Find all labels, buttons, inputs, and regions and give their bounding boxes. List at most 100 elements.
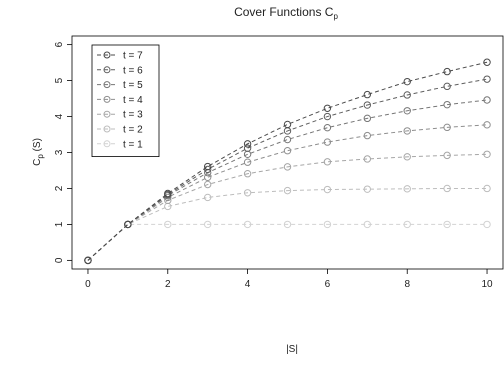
data-point (443, 82, 451, 91)
data-point (323, 104, 332, 112)
legend-label: t = 3 (123, 110, 143, 121)
data-point (283, 147, 292, 155)
legend-label: t = 1 (123, 139, 143, 150)
data-point (483, 96, 491, 104)
legend-marker (103, 110, 111, 118)
data-point (283, 135, 292, 144)
y-tick-label: 1 (54, 221, 65, 227)
data-point (164, 220, 172, 229)
data-point (323, 112, 332, 121)
data-point (283, 163, 292, 171)
x-tick-label: 8 (404, 279, 410, 290)
x-tick-label: 0 (85, 279, 91, 290)
series-layer (84, 58, 491, 265)
data-point (243, 189, 252, 197)
data-point (443, 220, 451, 229)
data-point (203, 220, 212, 229)
data-point (243, 140, 252, 148)
y-tick-label: 5 (54, 77, 65, 83)
data-point (243, 144, 252, 152)
legend-entry: t = 2 (97, 125, 143, 136)
data-point (243, 158, 252, 166)
series-t-1 (84, 220, 491, 265)
data-point (363, 131, 372, 140)
data-point (283, 220, 292, 229)
y-tick-label: 0 (54, 257, 65, 263)
legend-marker (103, 51, 111, 59)
y-tick-label: 6 (54, 41, 65, 47)
legend-marker (103, 125, 111, 133)
data-point (323, 185, 332, 194)
data-point (443, 184, 451, 193)
x-tick-label: 6 (325, 279, 331, 290)
y-tick-label: 4 (54, 113, 65, 119)
data-point (203, 180, 212, 189)
legend-label: t = 5 (123, 80, 143, 91)
data-point (363, 155, 372, 163)
legend-entry: t = 1 (97, 139, 143, 150)
data-point (323, 158, 332, 166)
legend-label: t = 7 (123, 51, 143, 62)
legend-label: t = 2 (123, 125, 143, 136)
data-point (363, 114, 372, 123)
data-point (483, 150, 491, 158)
series-line (87, 153, 488, 261)
y-axis-label: Cp (S) (32, 138, 45, 166)
data-point (124, 220, 132, 229)
data-point (363, 101, 372, 109)
data-point (403, 220, 411, 229)
legend-label: t = 6 (123, 65, 143, 76)
legend-entry: t = 4 (97, 95, 143, 106)
data-point (363, 90, 372, 99)
x-axis-label: |S| (286, 344, 298, 355)
chart-title: Cover Functions Cp (234, 5, 338, 21)
legend-marker (103, 66, 111, 74)
legend-marker (103, 81, 111, 89)
series-line (87, 61, 488, 261)
data-point (483, 121, 491, 129)
data-point (243, 170, 252, 178)
data-point (443, 67, 451, 76)
x-tick-label: 10 (481, 279, 493, 290)
data-point (443, 151, 451, 160)
series-t-7 (84, 58, 491, 265)
x-tick-label: 2 (165, 279, 171, 290)
series-line (87, 187, 488, 261)
data-point (403, 127, 411, 135)
data-point (323, 220, 332, 229)
data-point (363, 185, 372, 193)
legend-entry: t = 3 (97, 110, 143, 121)
legend-entry: t = 7 (97, 51, 143, 62)
data-point (483, 75, 491, 83)
data-point (243, 220, 252, 229)
legend-marker (103, 95, 111, 103)
data-point (283, 120, 292, 129)
data-point (403, 77, 411, 86)
data-point (283, 186, 292, 195)
data-point (84, 256, 92, 265)
y-tick-label: 2 (54, 185, 65, 191)
legend-entry: t = 5 (97, 80, 143, 91)
x-tick-label: 4 (245, 279, 251, 290)
legend-marker (103, 140, 111, 148)
series-line (87, 124, 488, 261)
data-point (203, 162, 212, 171)
data-point (203, 193, 212, 202)
series-t-3 (84, 150, 491, 265)
data-point (323, 138, 332, 146)
series-line (87, 223, 488, 261)
legend-entry: t = 6 (97, 65, 143, 76)
data-point (403, 91, 411, 99)
data-point (203, 173, 212, 182)
legend-box (91, 44, 160, 157)
data-point (323, 123, 332, 132)
data-point (164, 189, 172, 198)
series-t-2 (84, 184, 491, 265)
data-point (403, 185, 411, 193)
data-point (403, 107, 411, 115)
data-point (363, 220, 372, 229)
legend: t = 7 t = 6 t = 5 t = 4 t = 3 t = 2 t = 1 (91, 44, 160, 157)
data-point (483, 184, 491, 193)
data-point (203, 165, 212, 174)
